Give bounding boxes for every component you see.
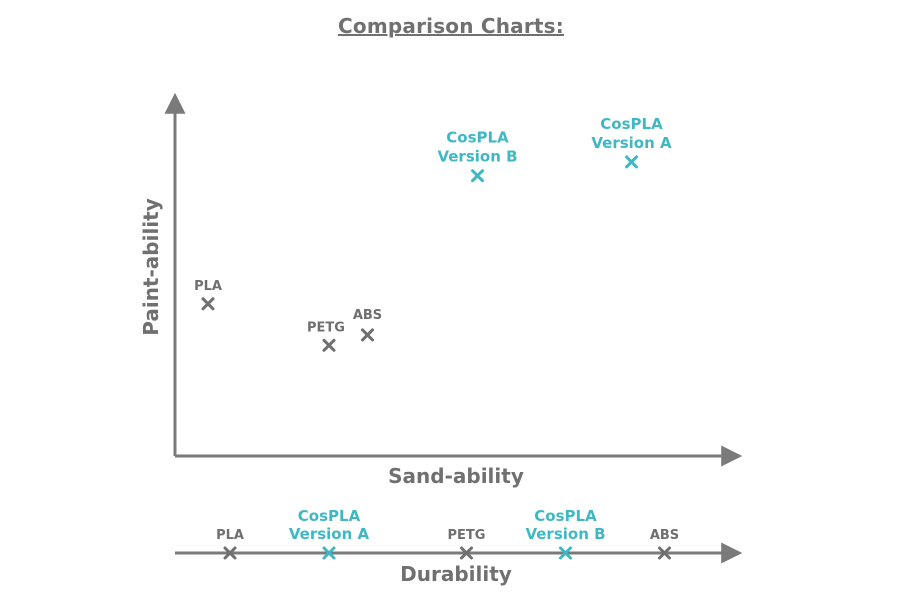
scatter-point-cospla-version-a xyxy=(625,155,638,169)
scatter-label-petg: PETG xyxy=(307,320,345,335)
durability-axis-label: Durability xyxy=(400,562,512,586)
scatter-point-pla xyxy=(201,297,215,311)
durability-point-petg xyxy=(460,546,473,560)
scatter-point-abs xyxy=(361,328,374,342)
scatter-point-petg xyxy=(322,338,336,352)
durability-point-pla xyxy=(223,546,237,560)
scatter-label-abs: ABS xyxy=(353,308,382,323)
durability-point-abs xyxy=(658,546,671,560)
x-axis-label: Sand-ability xyxy=(388,464,524,488)
durability-label-cospla-version-b: CosPLA Version B xyxy=(525,507,605,543)
durability-point-cospla-version-b xyxy=(559,546,572,560)
y-axis-label: Paint-ability xyxy=(139,198,163,336)
scatter-point-cospla-version-b xyxy=(471,169,484,183)
scatter-label-cospla-version-a: CosPLA Version A xyxy=(591,115,672,152)
durability-label-abs: ABS xyxy=(650,528,679,543)
durability-label-pla: PLA xyxy=(216,528,244,543)
scatter-label-pla: PLA xyxy=(194,279,222,294)
chart-title: Comparison Charts: xyxy=(338,14,564,38)
durability-label-cospla-version-a: CosPLA Version A xyxy=(289,507,370,543)
scatter-label-cospla-version-b: CosPLA Version B xyxy=(437,129,517,166)
durability-label-petg: PETG xyxy=(448,528,486,543)
durability-point-cospla-version-a xyxy=(322,546,336,560)
